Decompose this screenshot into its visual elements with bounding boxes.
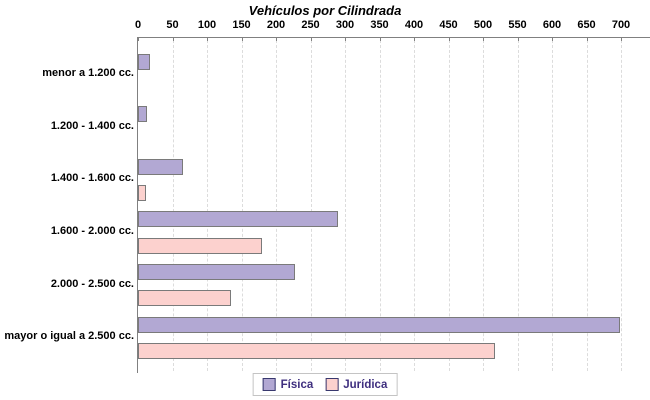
x-axis-line	[137, 37, 650, 38]
x-tick-mark	[138, 38, 139, 41]
bar-fisica	[138, 211, 338, 228]
bar-juridica	[138, 343, 495, 360]
legend: Física Jurídica	[252, 373, 398, 396]
y-axis-line	[137, 37, 138, 373]
x-tick-label: 100	[197, 19, 217, 31]
x-tick-label: 700	[611, 19, 631, 31]
x-tick-label: 400	[404, 19, 424, 31]
x-tick-mark	[310, 38, 312, 41]
gridline	[414, 40, 415, 371]
gridline	[483, 40, 484, 371]
bar-fisica	[138, 316, 620, 333]
legend-swatch-icon	[325, 378, 339, 391]
x-tick-label: 200	[266, 19, 286, 31]
gridline	[621, 40, 622, 371]
x-tick-mark	[241, 38, 243, 41]
gridline	[448, 40, 450, 371]
x-tick-label: 600	[542, 19, 562, 31]
chart-title: Vehículos por Cilindrada	[248, 3, 402, 18]
bar-juridica	[138, 237, 262, 254]
category-label: 2.000 - 2.500 cc.	[50, 277, 134, 290]
gridline	[241, 40, 243, 371]
x-tick-mark	[172, 38, 174, 41]
x-tick-mark	[552, 38, 553, 41]
x-tick-label: 650	[577, 19, 596, 31]
bar-fisica	[138, 106, 147, 123]
x-tick-mark	[621, 38, 622, 41]
x-tick-mark	[207, 38, 208, 41]
x-tick-label: 150	[232, 19, 251, 31]
x-tick-mark	[483, 38, 484, 41]
legend-item-fisica: Física	[262, 378, 314, 391]
gridline	[310, 40, 312, 371]
x-tick-mark	[414, 38, 415, 41]
x-tick-mark	[379, 38, 381, 41]
x-tick-label: 550	[508, 19, 527, 31]
x-tick-label: 0	[134, 19, 142, 31]
x-tick-label: 250	[301, 19, 320, 31]
x-tick-mark	[517, 38, 519, 41]
gridline	[517, 40, 519, 371]
x-tick-mark	[276, 38, 277, 41]
category-label: 1.600 - 2.000 cc.	[50, 225, 134, 238]
legend-label: Jurídica	[343, 378, 388, 391]
gridline	[345, 40, 346, 371]
bar-juridica	[138, 185, 146, 202]
legend-item-juridica: Jurídica	[325, 378, 387, 391]
x-tick-label: 500	[473, 19, 493, 31]
bar-juridica	[138, 290, 231, 307]
x-tick-mark	[586, 38, 588, 41]
x-tick-mark	[345, 38, 346, 41]
legend-label: Física	[280, 378, 314, 391]
bar-fisica	[138, 264, 295, 281]
gridline	[172, 40, 174, 371]
x-tick-label: 350	[370, 19, 389, 31]
category-label: mayor o igual a 2.500 cc.	[4, 330, 134, 343]
gridline	[207, 40, 208, 371]
legend-swatch-icon	[262, 378, 276, 391]
x-tick-mark	[448, 38, 450, 41]
category-label: 1.200 - 1.400 cc.	[50, 119, 134, 132]
bar-fisica	[138, 53, 150, 70]
x-tick-label: 50	[166, 19, 179, 31]
x-tick-label: 300	[335, 19, 355, 31]
gridline	[276, 40, 277, 371]
gridline	[552, 40, 553, 371]
bar-fisica	[138, 158, 183, 175]
gridline	[586, 40, 588, 371]
category-label: menor a 1.200 cc.	[42, 67, 134, 80]
x-tick-label: 450	[439, 19, 458, 31]
gridline	[379, 40, 381, 371]
category-label: 1.400 - 1.600 cc.	[50, 172, 134, 185]
